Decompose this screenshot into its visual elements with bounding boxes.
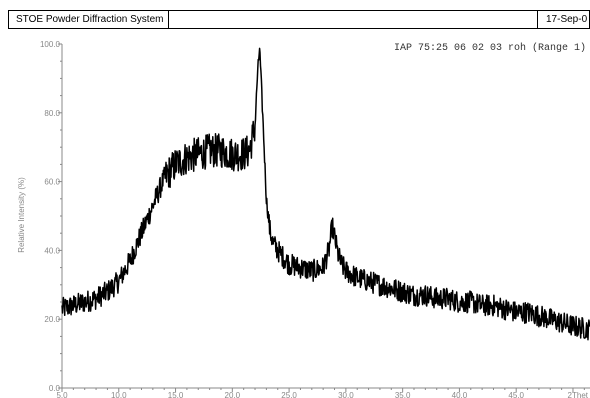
system-title: STOE Powder Diffraction System xyxy=(9,11,169,28)
intensity-trace xyxy=(61,47,590,341)
y-tick-label: 100.0 xyxy=(40,40,61,49)
x-tick-label: 25.0 xyxy=(281,391,297,398)
x-tick-label: 15.0 xyxy=(168,391,184,398)
x-tick-label: 5.0 xyxy=(56,391,68,398)
axis-ticks xyxy=(58,43,585,392)
y-axis-label: Relative Intensity (%) xyxy=(17,177,26,253)
x-axis-label: 2Thet xyxy=(568,391,589,398)
tick-labels: 0.0 20.0 40.0 60.0 80.0 100.0 5.0 10.0 15.0 20.0 2… xyxy=(40,40,589,398)
y-tick-label: 20.0 xyxy=(44,315,60,324)
x-tick-label: 40.0 xyxy=(452,391,468,398)
y-tick-label: 0.0 xyxy=(49,384,61,393)
y-tick-label: 40.0 xyxy=(44,246,60,255)
y-tick-label: 80.0 xyxy=(44,109,60,118)
x-tick-label: 30.0 xyxy=(338,391,354,398)
scan-annotation: IAP 75:25 06 02 03 roh (Range 1) xyxy=(394,42,586,54)
x-tick-label: 45.0 xyxy=(508,391,524,398)
header-date: 17-Sep-0 xyxy=(546,14,588,25)
y-tick-label: 60.0 xyxy=(44,178,60,187)
x-tick-label: 10.0 xyxy=(111,391,127,398)
x-tick-label: 20.0 xyxy=(225,391,241,398)
header-middle-cell xyxy=(170,11,538,28)
x-tick-label: 35.0 xyxy=(395,391,411,398)
header-bar: STOE Powder Diffraction System 17-Sep-0 xyxy=(8,10,590,29)
plot-axes xyxy=(61,44,590,389)
